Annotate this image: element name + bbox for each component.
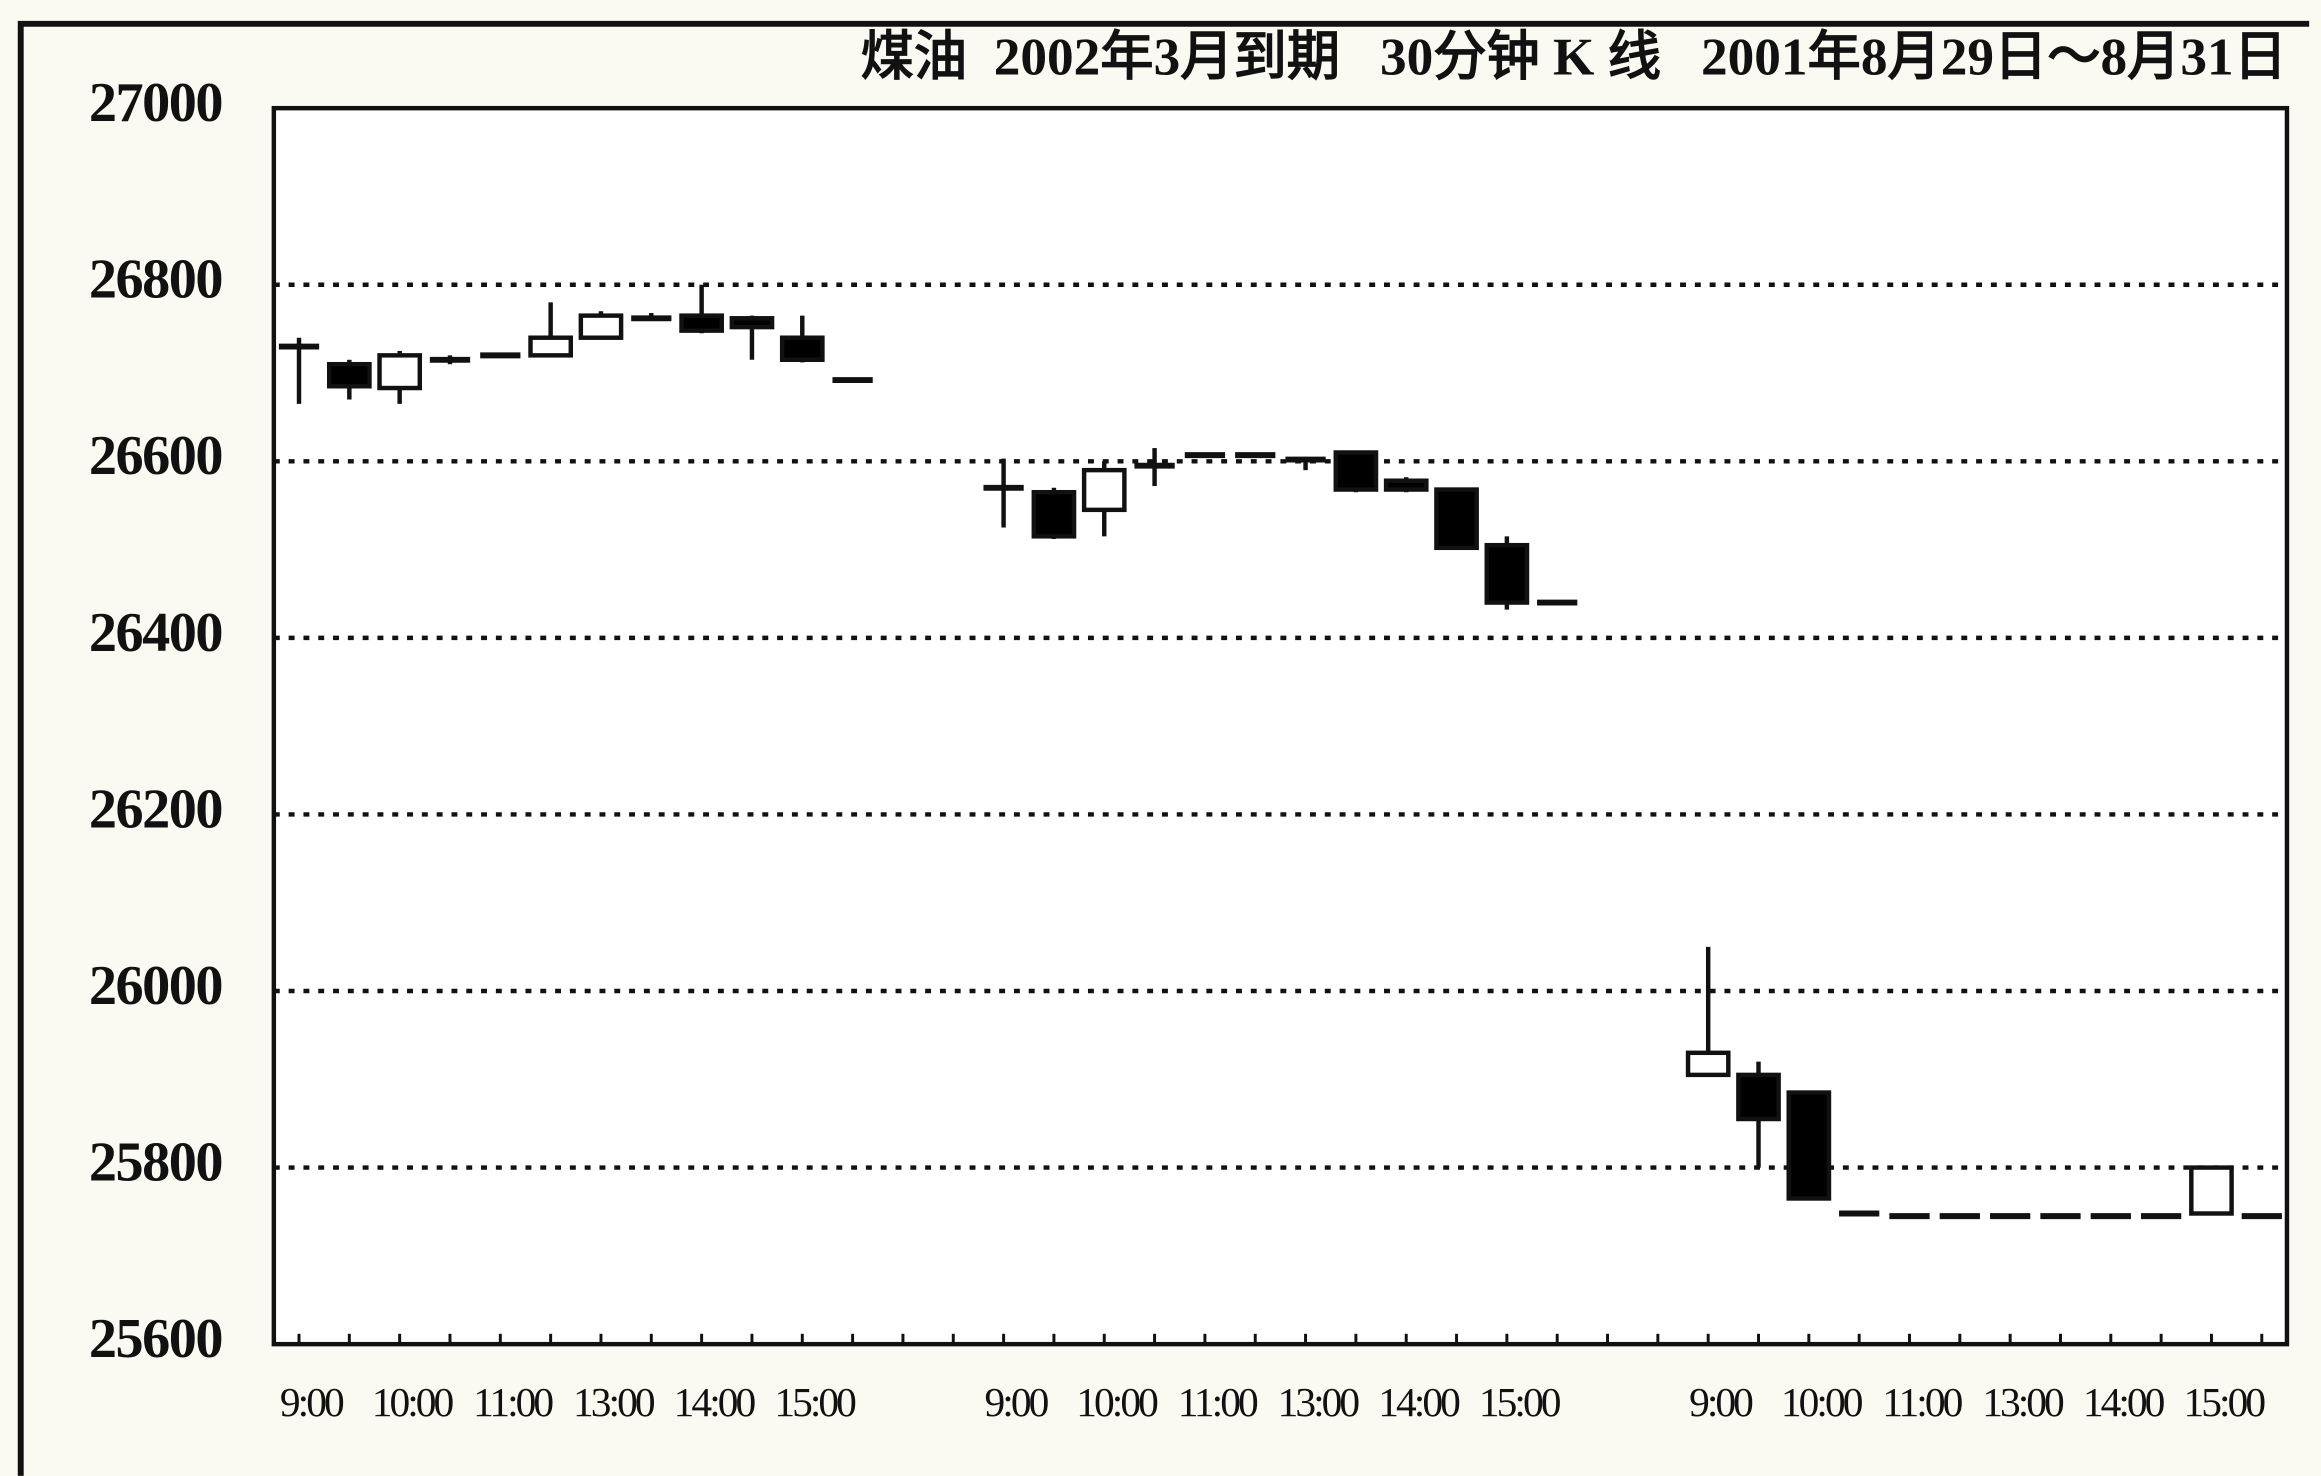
candle-body [679, 313, 724, 333]
y-tick-label: 26000 [89, 955, 222, 1017]
candle-body [1736, 1072, 1781, 1122]
candle-body [729, 316, 775, 330]
frame [17, 20, 2310, 1476]
y-tick-label: 27000 [89, 72, 222, 134]
x-tick-label: 13:00 [1982, 1379, 2064, 1425]
y-tick-label: 26600 [89, 425, 222, 487]
x-tick-label: 11:00 [473, 1379, 553, 1425]
candle-body [2189, 1165, 2234, 1216]
y-tick-label: 25800 [89, 1131, 222, 1193]
x-tick-label: 13:00 [1278, 1379, 1360, 1425]
x-tick-label: 15:00 [774, 1379, 856, 1425]
x-tick-label: 10:00 [1781, 1379, 1863, 1425]
candle-body [578, 313, 624, 340]
candle-body [1786, 1090, 1832, 1201]
candle-body [1685, 1050, 1731, 1078]
y-tick-label: 26200 [89, 778, 222, 840]
candle-body [1434, 487, 1479, 551]
y-tick-label: 26800 [89, 249, 222, 311]
x-tick-label: 15:00 [1479, 1379, 1561, 1425]
x-tick-label: 10:00 [372, 1379, 454, 1425]
chart-title: 煤油 2002年3月到期 30分钟 K 线 2001年8月29日～8月31日 [861, 28, 2287, 87]
x-tick-label: 15:00 [2184, 1379, 2266, 1425]
candle-body [1081, 467, 1127, 513]
candle-body [326, 361, 372, 389]
plot-area [271, 105, 2290, 1347]
candle-body [1333, 450, 1379, 492]
candle-body [528, 335, 573, 358]
x-tick-label: 14:00 [2083, 1379, 2165, 1425]
candle-body [1484, 542, 1530, 605]
x-tick-label: 10:00 [1076, 1379, 1158, 1425]
candle-body [1031, 489, 1077, 539]
x-tick-label: 9:00 [1689, 1379, 1753, 1425]
x-tick-label: 14:00 [674, 1379, 756, 1425]
x-tick-label: 13:00 [573, 1379, 655, 1425]
x-tick-label: 9:00 [280, 1379, 344, 1425]
candle-body [377, 353, 423, 391]
candle-body [1383, 478, 1429, 492]
x-tick-label: 14:00 [1378, 1379, 1460, 1425]
y-tick-label: 26400 [89, 602, 222, 664]
x-tick-label: 11:00 [1882, 1379, 1962, 1425]
x-tick-label: 11:00 [1178, 1379, 1258, 1425]
y-tick-label: 25600 [89, 1308, 222, 1370]
candle-body [779, 335, 825, 362]
x-tick-label: 9:00 [985, 1379, 1049, 1425]
